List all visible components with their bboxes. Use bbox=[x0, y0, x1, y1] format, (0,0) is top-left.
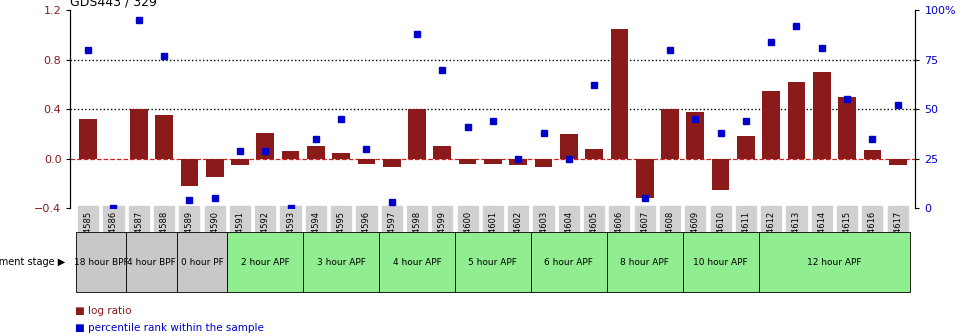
Bar bbox=[433, 146, 451, 159]
Bar bbox=[837, 97, 855, 159]
Bar bbox=[282, 151, 299, 159]
Bar bbox=[682, 232, 758, 292]
Bar bbox=[483, 159, 502, 164]
Text: 6 hour APF: 6 hour APF bbox=[544, 258, 593, 266]
Bar bbox=[382, 159, 400, 167]
Text: 12 hour APF: 12 hour APF bbox=[806, 258, 861, 266]
Text: 4 hour BPF: 4 hour BPF bbox=[127, 258, 176, 266]
Text: 0 hour PF: 0 hour PF bbox=[181, 258, 223, 266]
Bar bbox=[408, 109, 425, 159]
Bar bbox=[455, 232, 530, 292]
Text: ■ percentile rank within the sample: ■ percentile rank within the sample bbox=[75, 323, 264, 333]
Bar bbox=[177, 232, 227, 292]
Bar bbox=[530, 232, 606, 292]
Text: 2 hour APF: 2 hour APF bbox=[241, 258, 289, 266]
Text: 10 hour APF: 10 hour APF bbox=[692, 258, 747, 266]
Bar bbox=[332, 153, 350, 159]
Bar bbox=[459, 159, 476, 164]
Bar bbox=[736, 136, 754, 159]
Bar bbox=[888, 159, 906, 165]
Text: ■ log ratio: ■ log ratio bbox=[75, 306, 132, 316]
Bar bbox=[357, 159, 375, 164]
Bar bbox=[534, 159, 552, 167]
Bar bbox=[79, 119, 97, 159]
Bar bbox=[660, 109, 678, 159]
Bar bbox=[130, 109, 148, 159]
Bar bbox=[75, 232, 126, 292]
Bar bbox=[205, 159, 223, 177]
Bar bbox=[758, 232, 910, 292]
Text: 5 hour APF: 5 hour APF bbox=[468, 258, 516, 266]
Bar bbox=[863, 150, 880, 159]
Bar bbox=[559, 134, 577, 159]
Bar bbox=[610, 29, 628, 159]
Text: 18 hour BPF: 18 hour BPF bbox=[73, 258, 128, 266]
Bar bbox=[686, 112, 703, 159]
Bar bbox=[812, 72, 829, 159]
Bar bbox=[787, 82, 805, 159]
Bar bbox=[307, 146, 325, 159]
Bar bbox=[303, 232, 378, 292]
Bar bbox=[256, 133, 274, 159]
Text: 4 hour APF: 4 hour APF bbox=[392, 258, 441, 266]
Text: development stage ▶: development stage ▶ bbox=[0, 257, 66, 267]
Bar bbox=[606, 232, 682, 292]
Bar bbox=[711, 159, 729, 190]
Bar bbox=[509, 159, 526, 165]
Bar bbox=[585, 149, 602, 159]
Text: 3 hour APF: 3 hour APF bbox=[317, 258, 365, 266]
Bar bbox=[231, 159, 248, 165]
Bar bbox=[635, 159, 653, 198]
Bar bbox=[378, 232, 455, 292]
Bar bbox=[156, 115, 173, 159]
Bar bbox=[227, 232, 303, 292]
Text: GDS443 / 329: GDS443 / 329 bbox=[70, 0, 157, 9]
Bar bbox=[180, 159, 198, 186]
Bar bbox=[762, 91, 779, 159]
Text: 8 hour APF: 8 hour APF bbox=[620, 258, 668, 266]
Bar bbox=[126, 232, 177, 292]
